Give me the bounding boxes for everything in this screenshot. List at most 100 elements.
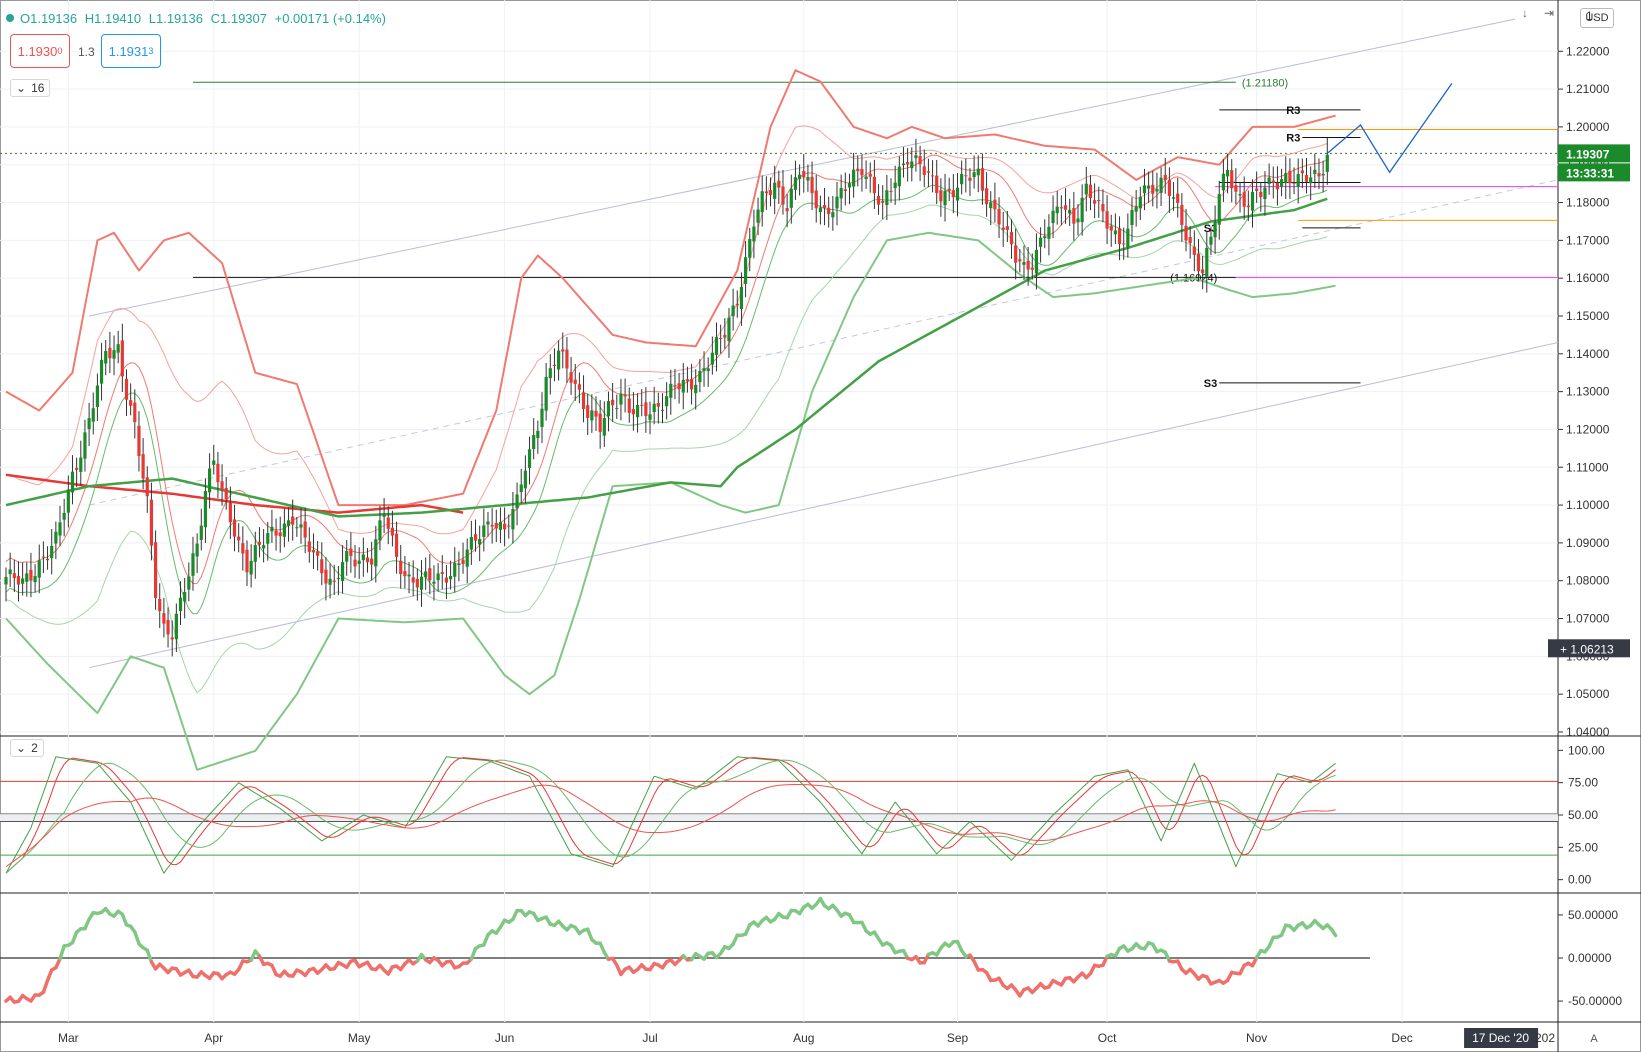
candle-body	[399, 560, 403, 575]
candle-body	[411, 577, 415, 583]
candle-body	[793, 177, 798, 190]
candle-body	[1225, 169, 1230, 177]
candle-body	[1105, 211, 1109, 229]
candle-body	[818, 207, 822, 213]
candle-body	[448, 575, 453, 580]
candle-body	[469, 537, 473, 550]
candle-body	[552, 364, 557, 367]
buy-button[interactable]: 1.1931 3	[101, 34, 161, 68]
candle-body	[606, 401, 611, 417]
candle-body	[868, 173, 872, 177]
candle-body	[1180, 205, 1184, 225]
currency-button[interactable]: USD	[1580, 8, 1614, 28]
candle-body	[262, 545, 266, 549]
candle-body	[860, 169, 864, 176]
low-value: L1.19136	[148, 11, 203, 26]
candle-body	[158, 598, 162, 612]
candle-body	[743, 257, 748, 284]
candle-body	[486, 521, 490, 525]
osc-tick-label: 0.00	[1568, 873, 1592, 887]
candle-body	[980, 168, 985, 191]
y-tick-label: 1.08000	[1566, 574, 1610, 588]
candle-body	[511, 509, 515, 530]
candle-body	[1167, 179, 1171, 196]
crosshair-price-bg	[1548, 639, 1630, 658]
candle-body	[1080, 197, 1084, 223]
candle-body	[623, 394, 627, 397]
candle-body	[1221, 173, 1226, 191]
sell-button[interactable]: 1.1930 0	[10, 34, 70, 68]
candle-body	[723, 334, 727, 338]
candle-body	[507, 525, 511, 527]
macd-segment	[1329, 927, 1338, 938]
candle-body	[706, 368, 710, 372]
candle-body	[976, 168, 980, 176]
candle-body	[45, 558, 50, 561]
x-tick-label: Sep	[947, 1031, 969, 1045]
candle-body	[1234, 185, 1238, 192]
candle-body	[1047, 226, 1051, 239]
candle-body	[286, 520, 291, 526]
candle-body	[29, 569, 33, 581]
candle-body	[1026, 260, 1030, 270]
candle-body	[1184, 225, 1188, 241]
level-annotation: R3	[1286, 133, 1300, 145]
y-tick-label: 1.09000	[1566, 536, 1610, 550]
candle-body	[710, 352, 714, 365]
candle-body	[166, 619, 170, 635]
candle-body	[515, 494, 519, 509]
scroll-down-icon[interactable]: ↓	[1522, 6, 1528, 20]
candle-body	[764, 191, 768, 194]
osc-tick-label: 50.00	[1568, 808, 1598, 822]
macd-segment	[145, 948, 154, 964]
candle-body	[540, 408, 544, 428]
osc-tick-label: 25.00	[1568, 840, 1598, 854]
candle-body	[440, 572, 444, 575]
candle-body	[922, 166, 926, 176]
candle-body	[432, 581, 436, 584]
candle-body	[1275, 182, 1280, 190]
candle-body	[1126, 228, 1130, 248]
candle-body	[228, 502, 232, 523]
candle-body	[1055, 206, 1059, 214]
macd-segment	[70, 930, 79, 945]
y-tick-label: 1.15000	[1566, 309, 1610, 323]
macd-segment	[41, 978, 50, 994]
candle-body	[831, 212, 835, 218]
candle-body	[178, 597, 183, 612]
candle-body	[1101, 203, 1105, 212]
spread-value: 1.3	[78, 45, 95, 59]
channel-lower	[88, 341, 1559, 669]
candle-body	[274, 530, 278, 536]
osc-slow-line	[5, 757, 1336, 874]
candle-body	[478, 539, 482, 545]
candle-body	[249, 560, 253, 575]
candle-body	[340, 562, 345, 581]
candle-body	[1317, 173, 1321, 177]
countdown-label: 13:33:31	[1566, 166, 1614, 180]
candle-body	[207, 468, 212, 493]
candle-body	[955, 187, 960, 201]
candle-body	[544, 377, 548, 411]
candle-body	[719, 338, 723, 340]
y-tick-label: 1.22000	[1566, 44, 1610, 58]
candle-body	[615, 407, 619, 409]
scroll-end-icon[interactable]: ⇥	[1544, 6, 1555, 20]
level-annotation: S3	[1204, 378, 1217, 390]
main-indicators-count: 16	[31, 81, 45, 95]
macd-segment	[120, 912, 129, 927]
osc-indicators-toggle[interactable]: ⌄ 2	[10, 739, 44, 757]
candle-body	[1196, 253, 1201, 272]
candle-body	[1213, 222, 1217, 238]
x-tick-label: Dec	[1391, 1031, 1412, 1045]
candle-body	[590, 410, 594, 421]
candle-body	[527, 449, 532, 468]
candle-body	[216, 463, 220, 483]
candle-body	[33, 576, 37, 583]
candle-body	[822, 205, 827, 209]
candle-body	[586, 405, 590, 418]
main-indicators-toggle[interactable]: ⌄ 16	[10, 79, 51, 97]
candle-body	[170, 637, 174, 640]
